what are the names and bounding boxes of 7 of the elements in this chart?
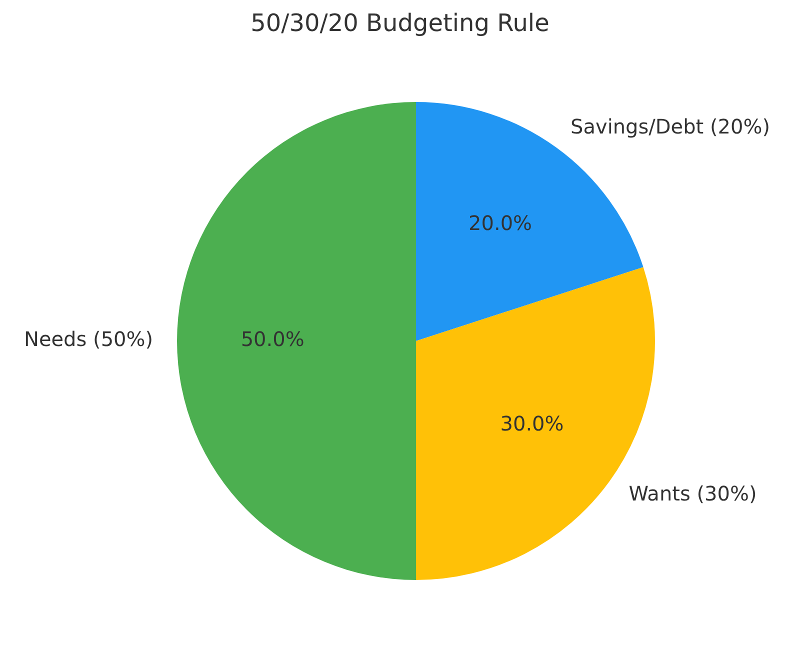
chart-title: 50/30/20 Budgeting Rule: [250, 9, 550, 38]
slice-label: Savings/Debt (20%): [570, 114, 770, 139]
data-label: 30.0%: [500, 411, 564, 436]
slice-label: Needs (50%): [24, 327, 154, 352]
slice-label: Wants (30%): [628, 482, 757, 506]
data-label: 20.0%: [468, 211, 532, 236]
data-label: 50.0%: [240, 327, 304, 352]
